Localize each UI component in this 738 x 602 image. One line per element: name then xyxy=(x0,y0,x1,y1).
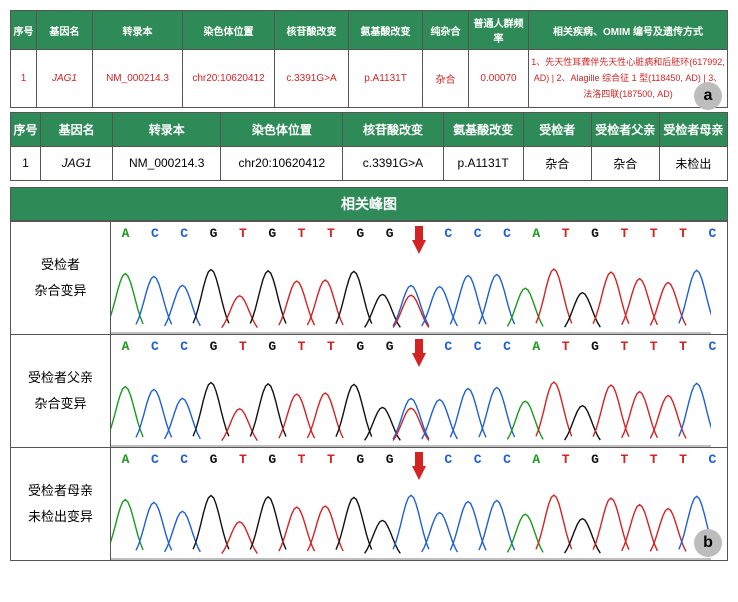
col-header: 序号 xyxy=(11,11,37,50)
col-header: 受检者母亲 xyxy=(659,112,727,146)
a-aa: p.A1131T xyxy=(349,50,423,108)
col-header: 受检者父亲 xyxy=(591,112,659,146)
col-header: 染色体位置 xyxy=(221,112,343,146)
variant-table-b: 序号基因名转录本染色体位置核苷酸改变氨基酸改变受检者受检者父亲受检者母亲 1 J… xyxy=(10,112,728,181)
peak-table: 受检者杂合变异ACCGTGTTGGCCCCATGTTTC受检者父亲杂合变异ACC… xyxy=(10,221,728,561)
col-header: 核苷酸改变 xyxy=(275,11,349,50)
a-gene: JAG1 xyxy=(37,50,93,108)
b-aa: p.A1131T xyxy=(443,146,523,180)
peak-row-label: 受检者杂合变异 xyxy=(11,221,111,334)
b-location: chr20:10620412 xyxy=(221,146,343,180)
a-nt: c.3391G>A xyxy=(275,50,349,108)
col-header: 基因名 xyxy=(37,11,93,50)
chromatogram-cell: ACCGTGTTGGCCCCATGTTTC xyxy=(111,447,728,560)
a-location: chr20:10620412 xyxy=(183,50,275,108)
col-header: 氨基酸改变 xyxy=(349,11,423,50)
a-zyg: 杂合 xyxy=(423,50,469,108)
col-header: 纯杂合 xyxy=(423,11,469,50)
col-header: 氨基酸改变 xyxy=(443,112,523,146)
col-header: 相关疾病、OMIM 编号及遗传方式 xyxy=(529,11,728,50)
b-index: 1 xyxy=(11,146,41,180)
peak-section-title: 相关峰图 xyxy=(10,187,728,221)
panel-label-a: a xyxy=(694,82,722,110)
col-header: 核苷酸改变 xyxy=(343,112,443,146)
col-header: 基因名 xyxy=(41,112,113,146)
col-header: 染色体位置 xyxy=(183,11,275,50)
chromatogram-cell: ACCGTGTTGGCCCCATGTTTC xyxy=(111,334,728,447)
report-container: 序号基因名转录本染色体位置核苷酸改变氨基酸改变纯杂合普通人群频率相关疾病、OMI… xyxy=(10,10,728,561)
col-header: 转录本 xyxy=(113,112,221,146)
b-nt: c.3391G>A xyxy=(343,146,443,180)
b-proband: 杂合 xyxy=(523,146,591,180)
col-header: 普通人群频率 xyxy=(469,11,529,50)
a-freq: 0.00070 xyxy=(469,50,529,108)
a-index: 1 xyxy=(11,50,37,108)
col-header: 受检者 xyxy=(523,112,591,146)
b-transcript: NM_000214.3 xyxy=(113,146,221,180)
a-transcript: NM_000214.3 xyxy=(93,50,183,108)
panel-label-b: b xyxy=(694,529,722,557)
peak-row-label: 受检者父亲杂合变异 xyxy=(11,334,111,447)
peak-row-label: 受检者母亲未检出变异 xyxy=(11,447,111,560)
b-gene: JAG1 xyxy=(41,146,113,180)
b-father: 杂合 xyxy=(591,146,659,180)
b-mother: 未检出 xyxy=(659,146,727,180)
chromatogram-cell: ACCGTGTTGGCCCCATGTTTC xyxy=(111,221,728,334)
col-header: 转录本 xyxy=(93,11,183,50)
col-header: 序号 xyxy=(11,112,41,146)
variant-table-a: 序号基因名转录本染色体位置核苷酸改变氨基酸改变纯杂合普通人群频率相关疾病、OMI… xyxy=(10,10,728,108)
